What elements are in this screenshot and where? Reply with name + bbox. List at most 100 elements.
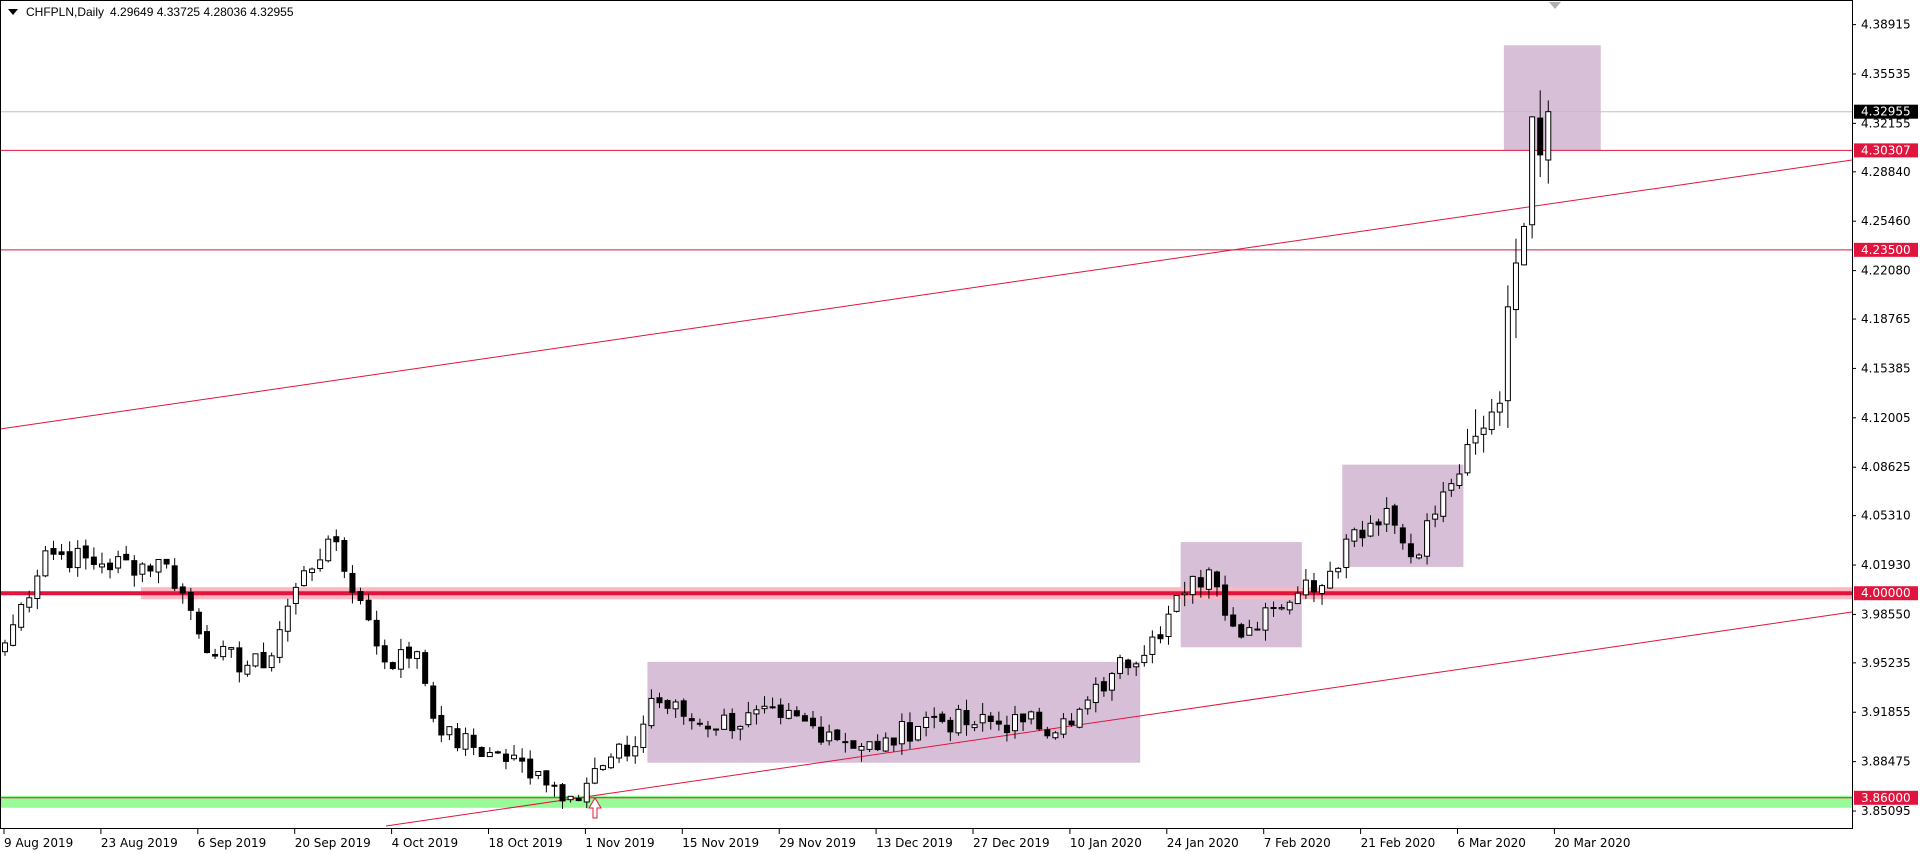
candle — [785, 703, 792, 720]
candle-body-bear — [543, 770, 550, 786]
level-price-label: 4.00000 — [1861, 586, 1911, 600]
price-axis[interactable]: 4.38915 4.35535 4.32155 4.28840 4.25460 4.220… — [1852, 18, 1918, 818]
candle-body-bull — [761, 705, 768, 710]
price-zone[interactable] — [1503, 45, 1601, 151]
candle — [309, 567, 316, 581]
price-tick-label: 3.88475 — [1861, 755, 1911, 769]
price-tick-label: 4.22080 — [1861, 264, 1911, 278]
candle — [519, 748, 526, 773]
candle — [1472, 409, 1479, 455]
candle — [478, 746, 485, 758]
candle-body-bear — [1197, 577, 1204, 588]
candle — [333, 529, 340, 551]
candle-body-bull — [10, 624, 17, 646]
candle — [1496, 391, 1503, 426]
candle-body-bull — [1367, 522, 1374, 537]
candle-body-bull — [1440, 491, 1447, 517]
level-bands — [0, 111, 1852, 808]
candle-body-bull — [1141, 654, 1148, 664]
price-tick-label: 4.35535 — [1861, 67, 1911, 81]
price-tick-label: 4.15385 — [1861, 361, 1911, 375]
candle-body-bear — [1230, 614, 1237, 627]
candle — [777, 698, 784, 725]
candle — [1407, 533, 1414, 564]
candle — [341, 537, 348, 579]
upper-trendline[interactable] — [0, 159, 1853, 430]
chart-header: CHFPLN,Daily 4.29649 4.33725 4.28036 4.3… — [8, 5, 294, 19]
time-tick-label: 27 Dec 2019 — [973, 836, 1050, 850]
candle-body-bear — [90, 556, 97, 565]
candle — [1108, 671, 1115, 701]
candle-body-bull — [713, 728, 720, 731]
candle — [672, 699, 679, 718]
chart-shift-marker-icon[interactable] — [1549, 2, 1561, 9]
candle — [963, 699, 970, 736]
candle — [90, 547, 97, 570]
candle — [1052, 731, 1059, 740]
price-tick-label: 3.91855 — [1861, 705, 1911, 719]
candle-body-bull — [640, 723, 647, 748]
dropdown-triangle-icon[interactable] — [8, 9, 18, 15]
candle-body-bear — [1125, 659, 1132, 669]
candle — [252, 653, 259, 668]
time-axis[interactable]: 9 Aug 2019 23 Aug 2019 6 Sep 2019 20 Sep 20… — [3, 829, 1630, 850]
price-tick-label: 4.12005 — [1861, 411, 1911, 425]
candle — [123, 545, 130, 561]
candle — [1504, 285, 1511, 428]
candle — [624, 735, 631, 762]
candle-body-bear — [987, 715, 994, 722]
candle — [1367, 515, 1374, 538]
candle — [1521, 222, 1528, 266]
candle-body-bull — [462, 733, 469, 750]
candle-body-bear — [430, 685, 437, 719]
candle — [220, 640, 227, 661]
candle-body-bull — [34, 575, 41, 600]
candle — [1222, 575, 1229, 621]
candle — [284, 598, 291, 642]
candle — [1100, 676, 1107, 697]
symbol-timeframe: CHFPLN,Daily — [26, 5, 105, 19]
candle-body-bull — [769, 706, 776, 709]
candle — [583, 777, 590, 809]
candle-body-bull — [2, 642, 8, 653]
candle — [115, 550, 122, 574]
candle-body-bull — [753, 709, 760, 715]
candle — [406, 641, 412, 669]
candle-body-bear — [995, 720, 1002, 725]
candle — [1286, 600, 1293, 615]
lower-trendline[interactable] — [385, 611, 1853, 827]
level-price-tag — [1854, 790, 1918, 805]
candle — [1488, 399, 1495, 435]
candle — [1157, 626, 1164, 644]
candle — [1012, 705, 1018, 739]
candle-body-bull — [18, 603, 25, 628]
candle-body-bear — [890, 737, 897, 746]
candle-body-bull — [971, 724, 978, 729]
candle-body-bear — [793, 710, 800, 717]
candle — [1399, 523, 1406, 550]
candle-body-bull — [551, 784, 558, 787]
candle — [317, 548, 324, 572]
candle-body-bull — [244, 664, 251, 675]
candle — [1020, 713, 1027, 732]
candle — [1117, 654, 1124, 680]
candle — [42, 545, 49, 578]
candle-body-bull — [1343, 538, 1350, 569]
time-tick-label: 1 Nov 2019 — [585, 836, 654, 850]
candle-body-bull — [268, 655, 275, 669]
candle — [608, 753, 614, 770]
candle-body-bull — [1133, 663, 1140, 668]
candle — [1545, 100, 1552, 184]
candle — [163, 558, 170, 569]
candle-body-bull — [672, 701, 679, 710]
candle — [947, 716, 954, 742]
candle-body-bear — [236, 647, 243, 673]
candle — [511, 744, 518, 761]
candle — [1537, 90, 1544, 177]
candle-body-bull — [1448, 483, 1455, 491]
candle — [349, 565, 356, 604]
candle-body-bull — [1278, 607, 1285, 610]
candle — [502, 749, 509, 770]
candle — [1440, 481, 1447, 523]
